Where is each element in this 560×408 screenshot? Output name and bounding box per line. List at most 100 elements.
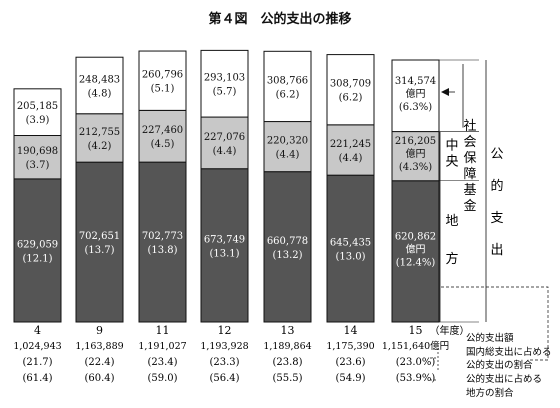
side-label-char: 保 [463, 151, 476, 166]
gdp-share-label: (21.7) [22, 357, 52, 368]
side-label-char: 基 [463, 183, 476, 198]
legend-note: 公的支出額 [466, 332, 514, 344]
side-label-char: 央 [445, 155, 458, 170]
total-label: 1,191,027 [138, 341, 186, 352]
bar-segment [326, 54, 375, 126]
bar-segment [200, 168, 249, 323]
local-share-label: (56.4) [209, 373, 239, 384]
bar-segment [263, 121, 312, 173]
bar-segment [13, 178, 62, 323]
bar-segment [13, 135, 62, 180]
x-tick-label: 13 [281, 324, 295, 337]
total-label: 1,189,864 [263, 341, 311, 352]
side-label-char: 出 [490, 243, 503, 258]
side-label-char: 方 [445, 251, 458, 267]
unit-label: 億円 [406, 147, 426, 160]
side-label-char: 会 [463, 135, 476, 150]
side-label-char: 社 [463, 118, 476, 134]
gdp-share-label: (22.4) [84, 357, 114, 368]
value-label: 220,320 [267, 136, 308, 147]
value-label: 260,796 [142, 70, 183, 81]
gdp-share-label: (23.3) [209, 357, 239, 368]
local-share-label: (55.5) [272, 373, 302, 384]
x-tick-label: 11 [156, 324, 170, 337]
side-label-char: 支 [490, 211, 503, 226]
x-tick-label: 12 [218, 324, 232, 337]
share-label: (5.7) [213, 87, 237, 98]
bar-segment [75, 161, 124, 323]
share-label: (3.7) [26, 160, 50, 171]
bar-segment [138, 109, 187, 163]
local-share-label: (53.9%) [396, 373, 436, 384]
year-suffix-label: （年度） [430, 324, 470, 337]
value-label: 629,059 [17, 239, 58, 250]
value-label: 314,574 [395, 76, 436, 87]
value-label: 216,205 [395, 136, 436, 147]
side-label-char: 金 [463, 198, 476, 214]
bar-segment [200, 49, 249, 118]
share-label: (12.4%) [396, 257, 436, 268]
share-label: (4.4) [276, 150, 300, 161]
side-label-char: 地 [445, 214, 458, 229]
value-label: 620,862 [395, 231, 436, 242]
value-label: 660,778 [267, 236, 308, 247]
bar-segment [13, 88, 62, 137]
local-share-label: (54.9) [335, 373, 365, 384]
value-label: 308,709 [330, 79, 371, 90]
side-label-char: 障 [463, 167, 476, 182]
share-label: (4.2) [88, 141, 112, 152]
share-label: (6.2) [339, 93, 363, 104]
share-label: (13.2) [272, 250, 302, 261]
bar-segment [326, 174, 375, 323]
bar-segment [138, 161, 187, 323]
gdp-share-label: (23.4) [147, 357, 177, 368]
total-label: 1,024,943 [13, 341, 61, 352]
share-label: (4.3%) [399, 162, 432, 173]
side-label-char: 的 [490, 178, 503, 194]
bar-segment [263, 171, 312, 323]
value-label: 190,698 [17, 146, 58, 157]
local-share-label: (61.4) [22, 373, 52, 384]
bar-segment [75, 56, 124, 115]
share-label: (13.7) [84, 245, 114, 256]
value-label: 702,651 [79, 231, 120, 242]
share-label: (4.4) [339, 153, 363, 164]
total-label: 1,151,640億円 [382, 340, 449, 352]
share-label: (3.9) [26, 115, 50, 126]
share-label: (6.3%) [399, 102, 432, 113]
value-label: 673,749 [204, 234, 245, 245]
legend-note: 地方の割合 [466, 387, 514, 399]
bar-segment [200, 116, 249, 170]
x-tick-label: 15 [409, 324, 423, 337]
unit-label: 億円 [406, 87, 426, 100]
side-label-char: 公 [490, 147, 503, 162]
legend-note: 公的支出の割合 [466, 359, 533, 371]
legend-connector [430, 348, 439, 381]
unit-label: 億円 [406, 242, 426, 255]
value-label: 702,773 [142, 231, 183, 242]
local-share-label: (59.0) [147, 373, 177, 384]
share-label: (12.1) [22, 253, 52, 264]
value-label: 293,103 [204, 73, 245, 84]
gdp-share-label: (23.6) [335, 357, 365, 368]
value-label: 308,766 [267, 75, 308, 86]
share-label: (4.5) [151, 139, 175, 150]
x-tick-label: 9 [96, 324, 103, 337]
share-label: (13.8) [147, 245, 177, 256]
gdp-share-label: (23.0%) [396, 357, 436, 368]
bar-segment [263, 50, 312, 123]
gdp-share-label: (23.8) [272, 357, 302, 368]
bar-segment [326, 124, 375, 176]
local-share-label: (60.4) [84, 373, 114, 384]
share-label: (5.1) [151, 84, 175, 95]
bar-segment [391, 131, 440, 182]
value-label: 227,460 [142, 125, 183, 136]
total-label: 1,175,390 [326, 341, 374, 352]
share-label: (13.0) [335, 252, 365, 263]
value-label: 205,185 [17, 101, 58, 112]
share-label: (4.8) [88, 88, 112, 99]
legend-note: 公的支出に占める [466, 373, 542, 385]
side-label-char: 中 [445, 139, 458, 154]
chart-title: 第４図 公的支出の推移 [208, 12, 352, 27]
